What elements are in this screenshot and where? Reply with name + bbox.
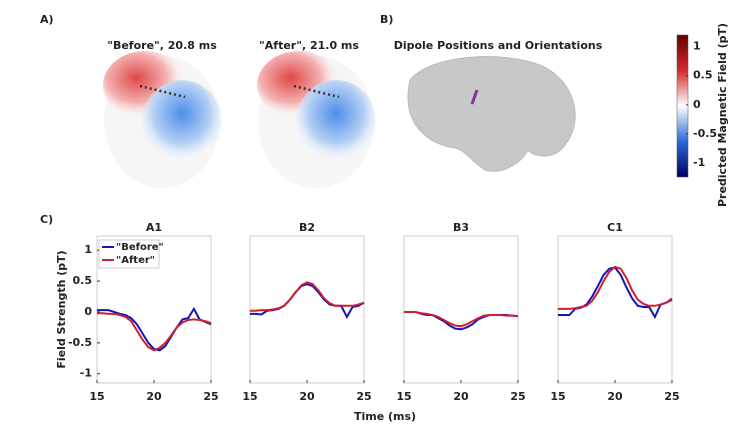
legend-label: "After" (116, 255, 155, 266)
head-maps (103, 51, 376, 188)
line (404, 310, 519, 328)
legend-label: "Before" (116, 242, 164, 253)
x-tick-label: 15 (550, 390, 565, 403)
plot-area (557, 235, 673, 384)
brain-title: Dipole Positions and Orientations (394, 39, 603, 52)
chart-title: C1 (607, 221, 623, 234)
x-tick-label: 15 (89, 390, 104, 403)
x-tick-label: 15 (242, 390, 257, 403)
panel-label: C) (40, 213, 53, 226)
y-tick-label: -1 (80, 367, 92, 380)
x-tick-label: 25 (664, 390, 679, 403)
map-title: "Before", 20.8 ms (107, 39, 217, 52)
line (558, 265, 673, 310)
colorbar-tick-label: -0.5 (693, 127, 717, 140)
y-tick-label: 0.5 (73, 274, 93, 287)
x-tick-label: 20 (299, 390, 315, 403)
line (97, 306, 212, 352)
y-tick-label: 0 (84, 305, 92, 318)
line (250, 281, 365, 312)
x-axis-label: Time (ms) (354, 410, 416, 423)
legend (98, 239, 160, 269)
y-tick-label: 1 (84, 243, 92, 256)
colorbar (676, 34, 689, 178)
line (97, 312, 212, 352)
panel-label: B) (380, 13, 393, 26)
plot-area (403, 235, 519, 384)
x-tick-label: 25 (510, 390, 525, 403)
y-axis-label: Field Strength (pT) (55, 250, 68, 368)
x-tick-label: 25 (203, 390, 218, 403)
y-tick-label: -0.5 (68, 336, 92, 349)
panel-label: A) (40, 13, 54, 26)
colorbar-tick-label: 0 (693, 98, 701, 111)
colorbar-tick-label: -1 (693, 156, 705, 169)
colorbar-label: Predicted Magnetic Field (pT) (716, 23, 729, 207)
x-tick-label: 25 (356, 390, 371, 403)
x-tick-label: 15 (396, 390, 411, 403)
x-tick-label: 20 (453, 390, 469, 403)
x-tick-label: 20 (146, 390, 162, 403)
brain (407, 56, 576, 172)
chart-title: B3 (453, 221, 469, 234)
colorbar-tick-label: 0.5 (693, 69, 713, 82)
map-title: "After", 21.0 ms (259, 39, 359, 52)
colorbar-tick-label: 1 (693, 40, 701, 53)
x-tick-label: 20 (607, 390, 623, 403)
chart-title: A1 (146, 221, 162, 234)
chart-title: B2 (299, 221, 315, 234)
